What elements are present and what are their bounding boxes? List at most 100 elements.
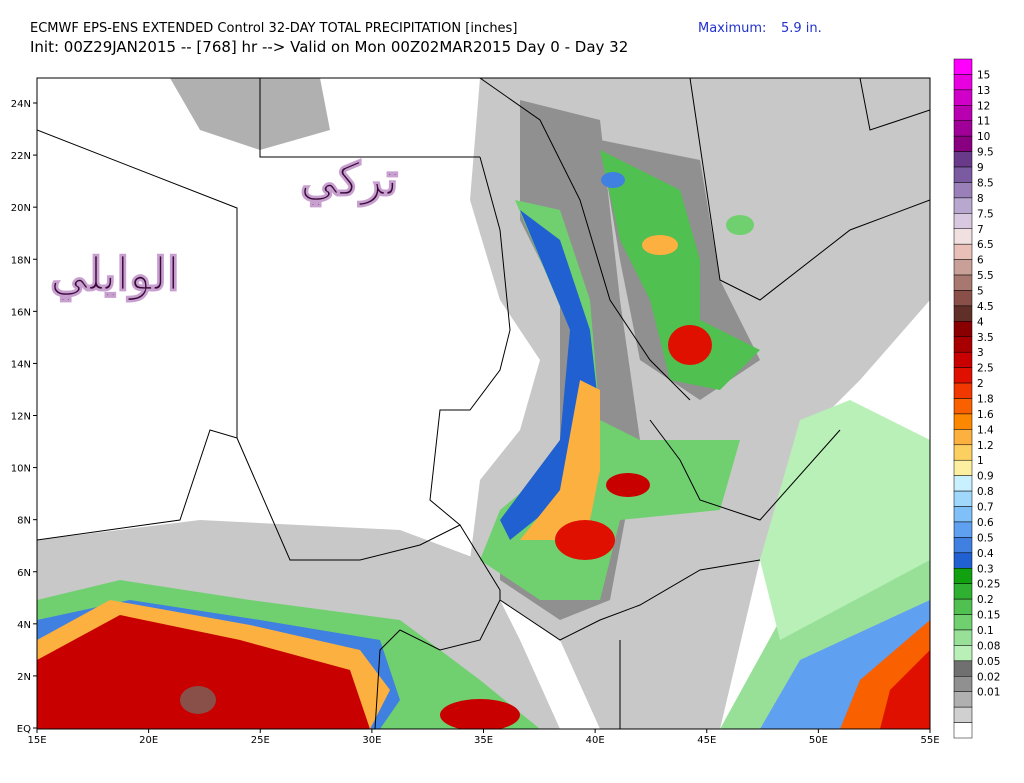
legend-label: 9.5 bbox=[977, 147, 994, 159]
legend-swatch bbox=[953, 722, 973, 739]
legend-swatch bbox=[953, 351, 973, 368]
legend-swatch bbox=[953, 135, 973, 152]
lat-label: 12N bbox=[11, 412, 31, 423]
legend-label: 1.4 bbox=[977, 424, 994, 436]
lon-label: 25E bbox=[251, 735, 270, 746]
legend-swatch bbox=[953, 213, 973, 229]
legend-label: 0.4 bbox=[977, 548, 994, 560]
legend-swatch bbox=[953, 151, 973, 168]
lat-label: 24N bbox=[11, 99, 31, 110]
legend-label: 0.2 bbox=[977, 594, 994, 606]
legend-swatch bbox=[953, 259, 973, 276]
legend-label: 11 bbox=[977, 116, 990, 128]
legend-swatch bbox=[953, 398, 973, 415]
legend-label: 1.2 bbox=[977, 440, 994, 452]
legend-label: 0.3 bbox=[977, 563, 994, 575]
legend-swatch bbox=[953, 413, 973, 430]
legend-swatch bbox=[953, 429, 973, 446]
lon-label: 35E bbox=[474, 735, 493, 746]
legend-swatch bbox=[953, 74, 973, 91]
lat-label: 8N bbox=[17, 516, 31, 527]
legend-label: 1.8 bbox=[977, 394, 994, 406]
lat-label: 16N bbox=[11, 307, 31, 318]
legend-swatch bbox=[953, 197, 973, 214]
legend-swatch bbox=[953, 629, 973, 646]
legend-label: 8.5 bbox=[977, 177, 994, 189]
legend-label: 8 bbox=[977, 193, 984, 205]
legend-label: 0.5 bbox=[977, 532, 994, 544]
legend-swatch bbox=[953, 58, 973, 75]
legend-swatch bbox=[953, 336, 973, 353]
legend-swatch bbox=[953, 105, 973, 121]
legend-label: 5.5 bbox=[977, 270, 994, 282]
legend-swatch bbox=[953, 676, 973, 692]
legend-label: 3 bbox=[977, 347, 984, 359]
legend-label: 0.6 bbox=[977, 517, 994, 529]
legend-swatch bbox=[953, 305, 973, 322]
legend-swatch bbox=[953, 660, 973, 677]
legend-label: 0.25 bbox=[977, 579, 1000, 591]
lat-label: EQ bbox=[17, 724, 31, 735]
legend-label: 2 bbox=[977, 378, 984, 390]
legend-swatch bbox=[953, 459, 973, 476]
legend-swatch bbox=[953, 367, 973, 384]
legend-label: 0.9 bbox=[977, 471, 994, 483]
subtitle: Init: 00Z29JAN2015 -- [768] hr --> Valid… bbox=[30, 38, 628, 56]
legend-label: 6.5 bbox=[977, 239, 994, 251]
lon-label: 55E bbox=[920, 735, 939, 746]
legend-label: 15 bbox=[977, 69, 990, 81]
title: ECMWF EPS-ENS EXTENDED Control 32-DAY TO… bbox=[30, 21, 517, 36]
maximum-value: 5.9 in. bbox=[781, 21, 822, 36]
legend-label: 3.5 bbox=[977, 332, 994, 344]
watermark-line2: الوايلي bbox=[50, 247, 180, 302]
legend-swatch bbox=[953, 598, 973, 615]
lat-label: 22N bbox=[11, 151, 31, 162]
legend-swatch bbox=[953, 382, 973, 399]
lon-label: 30E bbox=[362, 735, 381, 746]
legend-label: 7.5 bbox=[977, 208, 994, 220]
legend-swatch bbox=[953, 552, 973, 569]
legend-label: 1.6 bbox=[977, 409, 994, 421]
legend-label: 0.08 bbox=[977, 640, 1000, 652]
lat-label: 14N bbox=[11, 359, 31, 370]
legend-swatch bbox=[953, 166, 973, 183]
lat-label: 4N bbox=[17, 620, 31, 631]
legend-label: 0.01 bbox=[977, 687, 1000, 699]
legend-swatch bbox=[953, 89, 973, 106]
legend-swatch bbox=[953, 568, 973, 584]
legend-label: 10 bbox=[977, 131, 990, 143]
lat-label: 18N bbox=[11, 255, 31, 266]
legend-label: 0.15 bbox=[977, 610, 1000, 622]
legend-label: 4.5 bbox=[977, 301, 994, 313]
legend-swatch bbox=[953, 645, 973, 662]
legend-label: 2.5 bbox=[977, 363, 994, 375]
legend-swatch bbox=[953, 691, 973, 708]
lat-label: 20N bbox=[11, 203, 31, 214]
legend-swatch bbox=[953, 583, 973, 600]
legend-label: 9 bbox=[977, 162, 984, 174]
legend-swatch bbox=[953, 537, 973, 554]
legend-label: 5 bbox=[977, 285, 984, 297]
legend-swatch bbox=[953, 290, 973, 307]
legend-swatch bbox=[953, 506, 973, 523]
legend-label: 0.8 bbox=[977, 486, 994, 498]
legend-swatch bbox=[953, 243, 973, 260]
legend-swatch bbox=[953, 475, 973, 492]
lat-label: 10N bbox=[11, 464, 31, 475]
lon-label: 15E bbox=[27, 735, 46, 746]
legend-swatch bbox=[953, 521, 973, 538]
legend-swatch bbox=[953, 490, 973, 507]
legend-label: 12 bbox=[977, 100, 990, 112]
lat-label: 2N bbox=[17, 672, 31, 683]
legend-swatch bbox=[953, 444, 973, 461]
maximum-label: Maximum: bbox=[698, 21, 766, 36]
legend-label: 0.02 bbox=[977, 671, 1000, 683]
legend-swatch bbox=[953, 228, 973, 245]
watermark-line1: تركي bbox=[300, 152, 398, 207]
legend-label: 0.05 bbox=[977, 656, 1000, 668]
legend-label: 1 bbox=[977, 455, 984, 467]
legend-label: 0.1 bbox=[977, 625, 994, 637]
